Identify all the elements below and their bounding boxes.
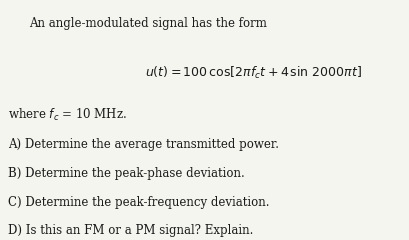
Text: where $f_c$ = 10 MHz.: where $f_c$ = 10 MHz.: [8, 107, 127, 123]
Text: B) Determine the peak-phase deviation.: B) Determine the peak-phase deviation.: [8, 167, 245, 180]
Text: A) Determine the average transmitted power.: A) Determine the average transmitted pow…: [8, 138, 279, 151]
Text: D) Is this an FM or a PM signal? Explain.: D) Is this an FM or a PM signal? Explain…: [8, 224, 254, 237]
Text: $u(t) = 100\,\cos[2\pi f_c t + 4\,\sin\,2000\pi t]$: $u(t) = 100\,\cos[2\pi f_c t + 4\,\sin\,…: [145, 65, 362, 81]
Text: C) Determine the peak-frequency deviation.: C) Determine the peak-frequency deviatio…: [8, 196, 270, 209]
Text: An angle-modulated signal has the form: An angle-modulated signal has the form: [29, 17, 267, 30]
